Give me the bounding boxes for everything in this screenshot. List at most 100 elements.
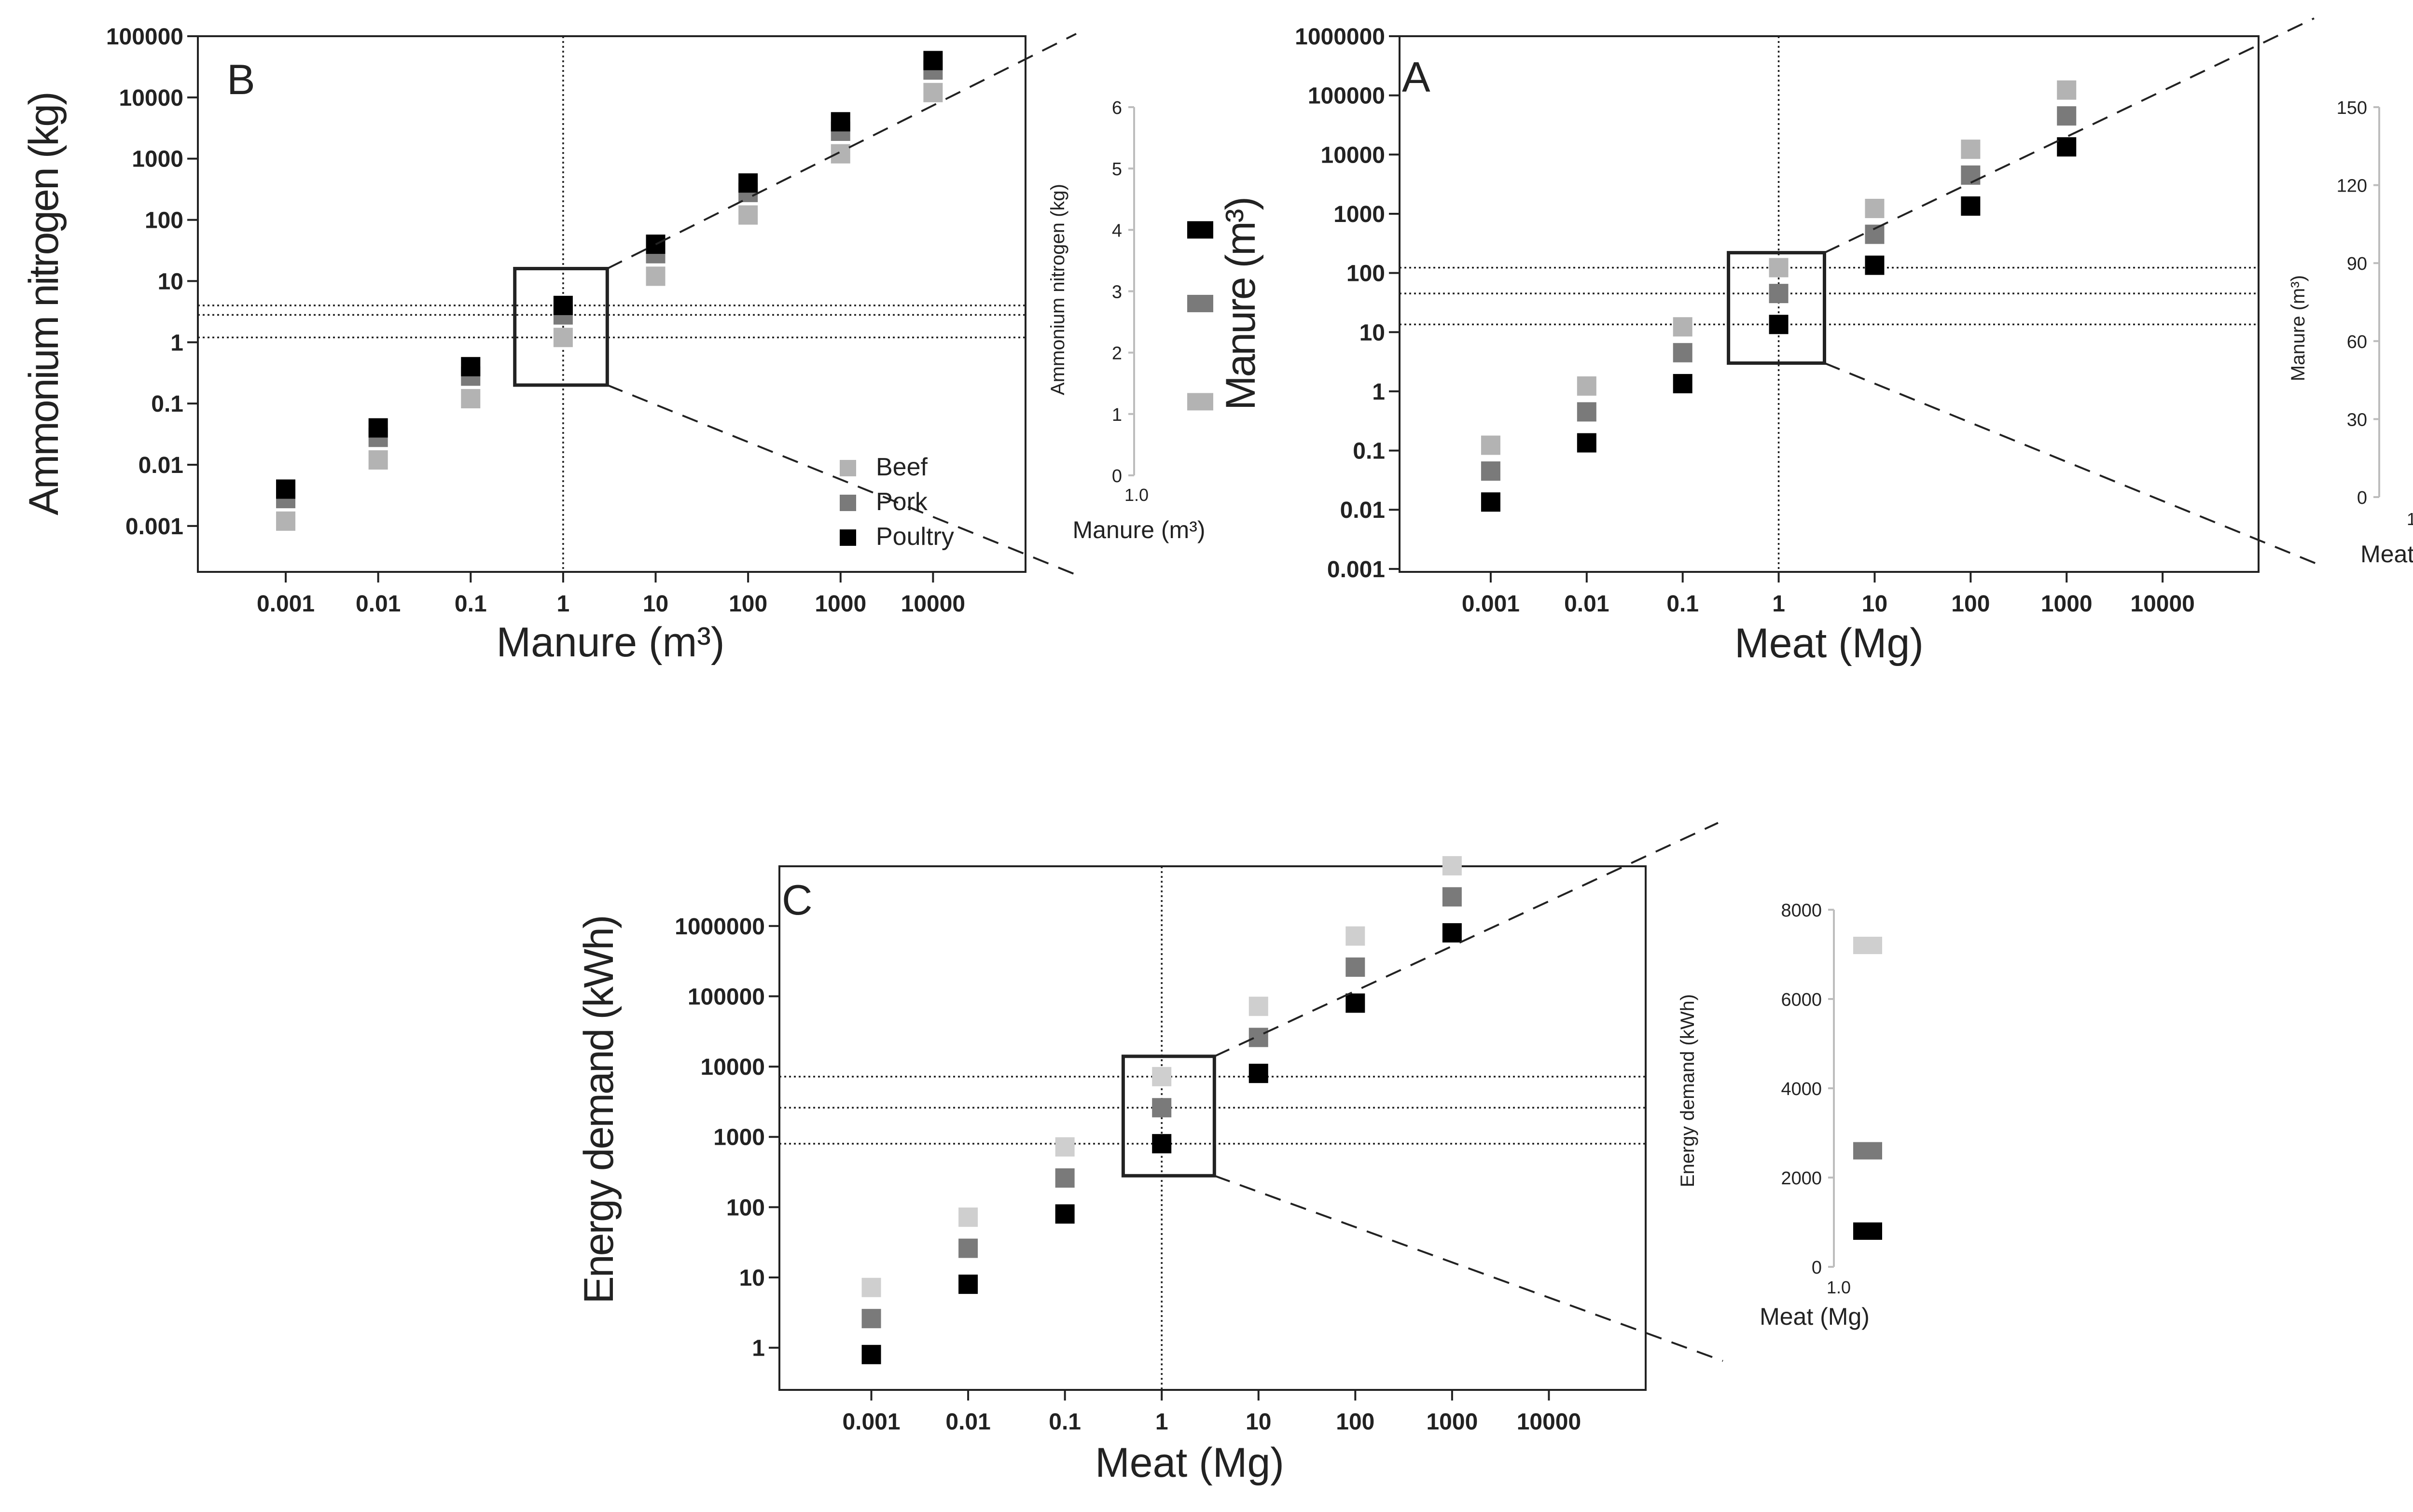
panel-a: 0.001 0.01 0.1 1 10 100 1000 100000.0010.010.11… bbox=[1218, 17, 2413, 666]
legend: Beef Pork Poultry bbox=[840, 453, 954, 551]
x-tick-label: 1 bbox=[1772, 591, 1785, 617]
zoom-projection-line bbox=[1214, 822, 1719, 1057]
zoom-projection-line bbox=[607, 384, 1082, 578]
inset-b: 0 1 2 3 4 5 6 1.0 Ammonium nitrogen (kg) Manure (… bbox=[1047, 98, 1213, 543]
x-tick-label: 0.1 bbox=[1049, 1409, 1081, 1435]
x-tick-label: 0.01 bbox=[1564, 591, 1609, 617]
x-axis-label: Meat (Mg) bbox=[1095, 1440, 1284, 1486]
plot-frame bbox=[778, 865, 1647, 1391]
y-tick-label: 10 bbox=[1359, 320, 1385, 346]
data-point bbox=[1481, 461, 1500, 481]
x-tick-label: 0.1 bbox=[1666, 591, 1699, 617]
y-tick-label: 100000 bbox=[1308, 83, 1385, 109]
data-point bbox=[553, 328, 573, 347]
legend-label: Pork bbox=[876, 488, 928, 516]
y-tick-label: 1 bbox=[1372, 379, 1385, 405]
panel-letter: C bbox=[782, 876, 813, 924]
data-point bbox=[1442, 887, 1462, 907]
data-point bbox=[831, 112, 850, 132]
x-tick-label: 1000 bbox=[1426, 1409, 1478, 1435]
zoom-projection-line bbox=[1824, 362, 2319, 566]
y-tick-label: 10 bbox=[158, 269, 183, 294]
data-point bbox=[958, 1207, 978, 1227]
data-point bbox=[1577, 402, 1596, 422]
x-tick-label: 100 bbox=[729, 591, 767, 617]
y-tick-label: 10000 bbox=[701, 1054, 765, 1080]
x-tick-label: 0.001 bbox=[257, 591, 315, 617]
data-point bbox=[1248, 997, 1268, 1016]
x-tick-label: 0.01 bbox=[945, 1409, 990, 1435]
data-point bbox=[368, 450, 388, 470]
x-axis-label: Meat (Mg) bbox=[1734, 620, 1924, 666]
data-point bbox=[738, 205, 758, 225]
x-tick-label: 10000 bbox=[2130, 591, 2194, 617]
inset-x-axis-label: Meat (Mg) bbox=[2360, 541, 2413, 568]
inset-data-point bbox=[1187, 393, 1213, 411]
panel-c: 0.001 0.01 0.1 1 10 100 1000 10000 1 10 100 1000 100… bbox=[576, 822, 1882, 1486]
legend-label: Beef bbox=[876, 453, 928, 481]
data-point bbox=[1248, 1027, 1268, 1047]
data-point bbox=[461, 357, 481, 376]
data-point bbox=[276, 479, 296, 499]
data-point bbox=[1152, 1134, 1172, 1153]
inset-y-tick-label: 0 bbox=[1812, 1258, 1822, 1278]
series-pork bbox=[1481, 106, 2077, 481]
data-point bbox=[461, 389, 481, 409]
data-point bbox=[1481, 435, 1500, 455]
x-tick-label: 0.001 bbox=[1462, 591, 1520, 617]
data-point bbox=[861, 1277, 881, 1297]
y-tick-label: 1000000 bbox=[1295, 24, 1385, 50]
y-tick-label: 0.01 bbox=[139, 453, 183, 478]
inset-c: 0 2000 4000 6000 8000 1.0 Energy demand (kWh) M… bbox=[1677, 901, 1882, 1330]
data-point bbox=[1769, 258, 1789, 277]
legend-swatch bbox=[840, 529, 856, 546]
data-point bbox=[276, 511, 296, 531]
inset-x-tick-label: 1.0 bbox=[1827, 1277, 1851, 1297]
inset-y-tick-label: 4 bbox=[1112, 221, 1122, 241]
inset-data-point bbox=[1853, 1142, 1882, 1160]
inset-y-tick-label: 1 bbox=[1112, 405, 1122, 425]
y-tick-label: 1000 bbox=[1333, 202, 1385, 227]
legend-swatch bbox=[840, 495, 856, 511]
inset-data-point bbox=[1187, 221, 1213, 239]
inset-y-tick-label: 2 bbox=[1112, 344, 1122, 364]
series-beef bbox=[861, 856, 1462, 1297]
inset-y-tick-label: 30 bbox=[2347, 410, 2367, 430]
y-tick-label: 0.01 bbox=[1340, 498, 1385, 523]
inset-y-tick-label: 6000 bbox=[1781, 990, 1822, 1010]
x-tick-label: 10 bbox=[1246, 1409, 1271, 1435]
zoom-box bbox=[513, 267, 609, 387]
inset-x-tick-label: 1.0 bbox=[2407, 509, 2413, 529]
series-beef bbox=[276, 83, 943, 531]
data-point bbox=[1769, 315, 1789, 334]
data-point bbox=[1248, 1064, 1268, 1083]
zoom-projection-line bbox=[1824, 17, 2315, 254]
data-point bbox=[1769, 284, 1789, 304]
inset-y-tick-label: 5 bbox=[1112, 159, 1122, 180]
series-beef bbox=[1481, 80, 2077, 455]
zoom-box bbox=[1727, 251, 1826, 365]
y-tick-label: 1000 bbox=[713, 1125, 765, 1151]
data-point bbox=[1961, 196, 1981, 216]
legend-label: Poultry bbox=[876, 523, 954, 551]
inset-data-point bbox=[1187, 294, 1213, 312]
inset-y-axis-label: Manure (m³) bbox=[2288, 275, 2309, 381]
y-tick-label: 100 bbox=[1346, 261, 1385, 287]
x-tick-label: 10000 bbox=[901, 591, 965, 617]
panel-letter: B bbox=[227, 55, 255, 103]
zoom-box bbox=[1121, 1054, 1216, 1178]
x-tick-label: 0.01 bbox=[356, 591, 401, 617]
y-tick-label: 10000 bbox=[1321, 142, 1385, 168]
data-point bbox=[958, 1275, 978, 1294]
data-point bbox=[1673, 374, 1692, 393]
inset-y-tick-label: 0 bbox=[2357, 488, 2367, 508]
data-point bbox=[553, 295, 573, 315]
data-point bbox=[738, 173, 758, 193]
data-point bbox=[831, 144, 850, 164]
series-pork bbox=[861, 887, 1462, 1329]
y-tick-label: 0.001 bbox=[125, 514, 183, 540]
inset-x-axis-label: Manure (m³) bbox=[1072, 516, 1205, 543]
data-point bbox=[1865, 255, 1885, 275]
data-point bbox=[1577, 376, 1596, 396]
